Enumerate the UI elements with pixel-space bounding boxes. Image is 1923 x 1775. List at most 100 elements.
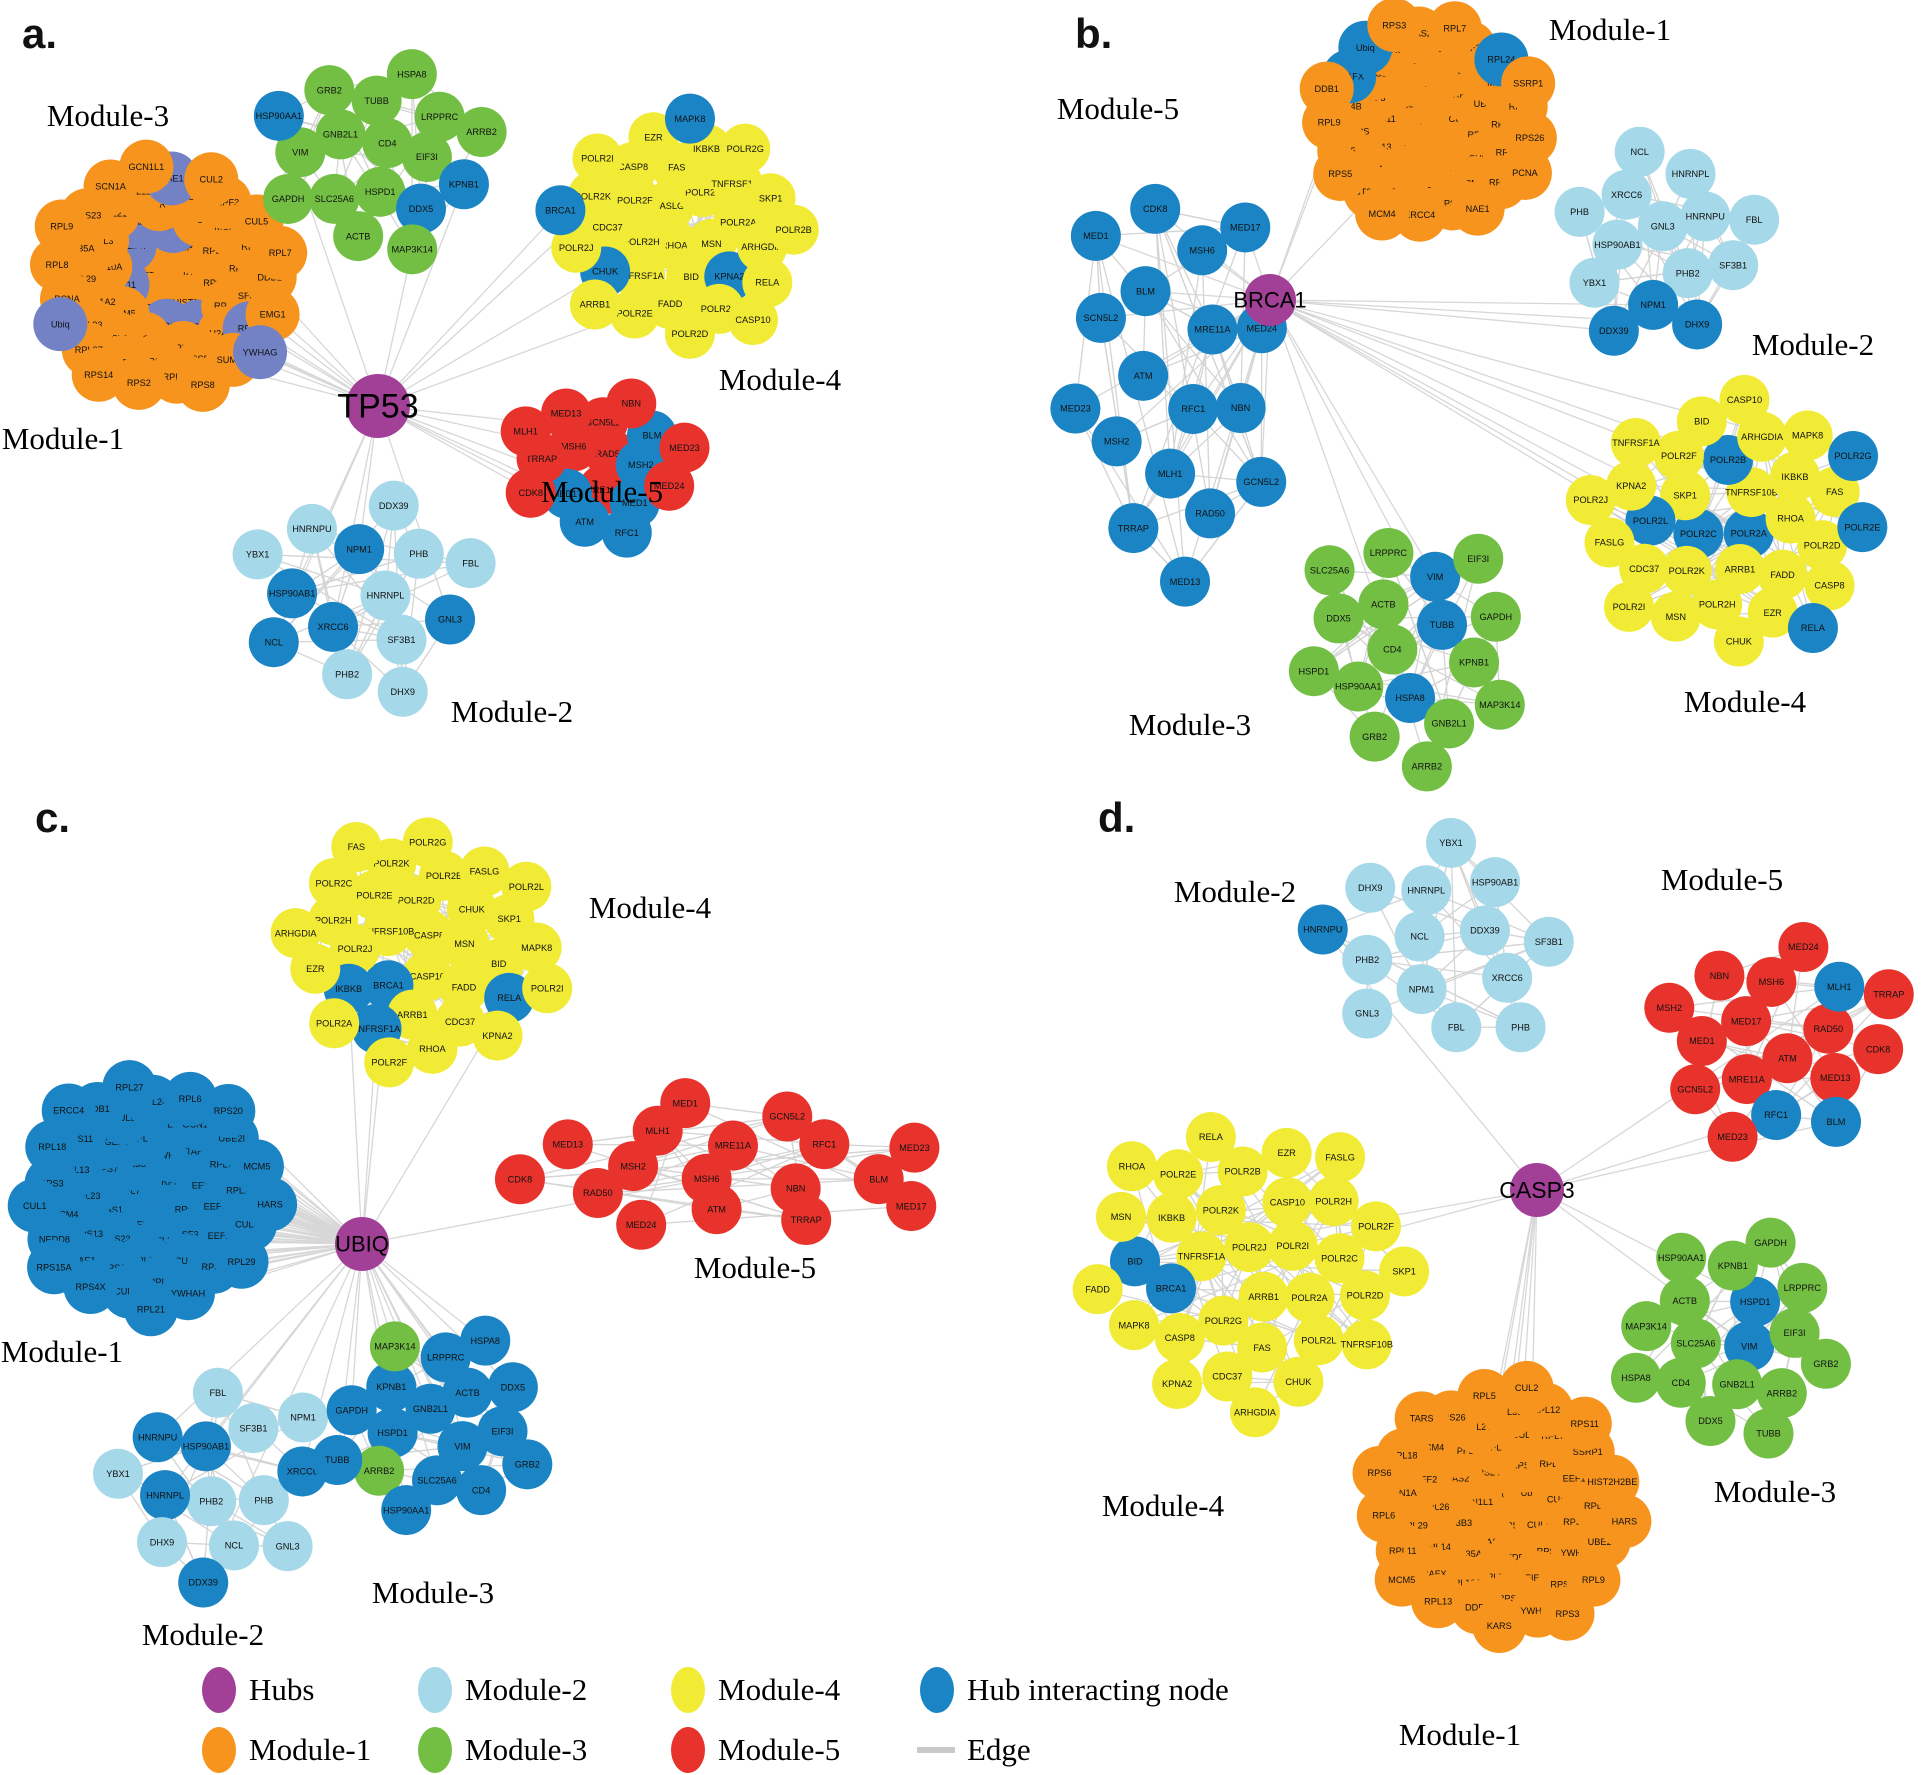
nodes: NCLDDX39NPM1HNRNPLXRCC6PHB2HSP90AB1FBLDH…	[1072, 817, 1914, 1653]
legend-label-Module-2: Module-2	[465, 1672, 587, 1707]
edge	[1169, 250, 1203, 474]
node-HSP90AA1	[253, 90, 304, 141]
hub-spoke	[377, 184, 465, 407]
node-HSPD1	[355, 166, 406, 217]
node-RPL5	[1457, 1369, 1512, 1424]
node-CDK8	[505, 467, 556, 518]
module-label-b-Module-1: Module-1	[1549, 12, 1671, 47]
node-RPS2	[111, 355, 166, 410]
hub-spoke	[1269, 299, 1614, 332]
node-DDX39	[178, 1557, 229, 1608]
node-HSPA8	[1385, 672, 1436, 723]
node-HSP90AA1	[381, 1485, 432, 1536]
node-MED13	[1810, 1053, 1861, 1104]
hub-label-CASP3: CASP3	[1499, 1177, 1574, 1203]
node-MED23	[659, 422, 710, 473]
hub-label-TP53: TP53	[337, 388, 418, 426]
node-VIM	[1410, 551, 1461, 602]
module-label-c-Module-3: Module-3	[372, 1575, 494, 1610]
node-DHX9	[1672, 299, 1723, 350]
node-TRRAP	[1108, 503, 1159, 554]
node-PHB2	[186, 1476, 237, 1527]
node-ARRB2	[354, 1445, 405, 1496]
edge	[597, 1178, 879, 1194]
panel-c: CASP8CASP10TNFRSF10BMSNBRCA1POLR2DFADDPO…	[1, 794, 940, 1652]
node-TUBB	[1743, 1408, 1794, 1459]
node-RPS3	[1540, 1586, 1595, 1641]
node-MED13	[541, 388, 592, 439]
node-HSPA8	[386, 49, 437, 100]
node-BRCA1	[1146, 1263, 1197, 1314]
node-MED17	[1721, 996, 1772, 1047]
node-POLR2D	[1339, 1270, 1390, 1321]
node-GNL3	[262, 1521, 313, 1572]
node-ARHGDIA	[1229, 1387, 1280, 1438]
node-POLR2L	[501, 861, 552, 912]
node-NBN	[1694, 950, 1745, 1001]
node-HSPD1	[1730, 1276, 1781, 1327]
node-POLR2I	[572, 133, 623, 184]
node-RPS20	[201, 1083, 256, 1138]
node-RFC1	[799, 1119, 850, 1170]
module-label-b-Module-4: Module-4	[1684, 684, 1807, 719]
hub-spoke	[1075, 299, 1271, 410]
node-POLR2B	[1217, 1146, 1268, 1197]
node-GNL3	[425, 594, 476, 645]
edge	[1154, 208, 1211, 514]
node-XRCC6	[1601, 169, 1652, 220]
node-GAPDH	[326, 1385, 377, 1436]
node-CUL1	[7, 1178, 62, 1233]
node-YBX1	[93, 1448, 144, 1499]
node-RHOA	[1106, 1141, 1157, 1192]
edge	[1201, 250, 1211, 514]
node-RPS5	[1313, 146, 1368, 201]
node-RHOA	[407, 1023, 458, 1074]
node-EZR	[1261, 1127, 1312, 1178]
module-label-a-Module-3: Module-3	[47, 98, 169, 133]
node-MSH6	[1746, 956, 1797, 1007]
node-GCN5L2	[1670, 1064, 1721, 1115]
module-label-d-Module-5: Module-5	[1661, 862, 1783, 897]
legend-swatch-Module-5	[671, 1727, 705, 1773]
node-MED23	[889, 1122, 940, 1173]
edge	[1338, 617, 1501, 706]
node-YWHAG	[233, 325, 288, 380]
node-HNRNPL	[140, 1470, 191, 1521]
node-CD4	[456, 1465, 507, 1516]
node-GAPDH	[1745, 1217, 1796, 1268]
labels: Module-4 Module-5 Module-1 Module-2 Module-3…	[1, 794, 816, 1652]
node-MED1	[660, 1078, 711, 1129]
node-SF3B1	[1708, 240, 1759, 291]
node-MSN	[1650, 591, 1701, 642]
node-ARRB1	[569, 279, 620, 330]
node-SCN5L2	[1075, 292, 1126, 343]
node-DDX5	[1685, 1396, 1736, 1447]
legend: Hubs Module-2 Module-4 Hub interacting node…	[202, 1667, 1229, 1773]
node-IKBKB	[1769, 451, 1820, 502]
node-PCNA	[1497, 145, 1552, 200]
node-FADD	[1072, 1264, 1123, 1315]
node-HSP90AB1	[1470, 857, 1521, 908]
node-POLR2I	[1267, 1220, 1318, 1271]
node-HNRNPL	[1665, 148, 1716, 199]
node-VIM	[437, 1421, 488, 1472]
edge	[164, 1416, 304, 1496]
node-MSN	[1095, 1191, 1146, 1242]
node-KPNB1	[1449, 637, 1500, 688]
module-label-b-Module-2: Module-2	[1752, 327, 1874, 362]
node-MLH1	[1145, 448, 1196, 499]
panel-d: NCLDDX39NPM1HNRNPLXRCC6PHB2HSP90AB1FBLDH…	[1072, 794, 1914, 1752]
node-POLR2K	[1661, 545, 1712, 596]
node-DDB1	[1299, 61, 1354, 116]
hub-spoke	[1536, 1189, 1750, 1347]
node-DDX39	[1588, 305, 1639, 356]
node-RFC1	[601, 507, 652, 558]
node-HSPA8	[460, 1315, 511, 1366]
module-label-d-Module-3: Module-3	[1714, 1474, 1836, 1509]
node-RELA	[1185, 1112, 1236, 1163]
node-FAS	[331, 821, 382, 872]
panel-letter-a: a.	[22, 10, 57, 57]
node-CDK8	[1130, 183, 1181, 234]
panel-letter-b: b.	[1075, 10, 1112, 57]
node-GCN5L2	[762, 1091, 813, 1142]
